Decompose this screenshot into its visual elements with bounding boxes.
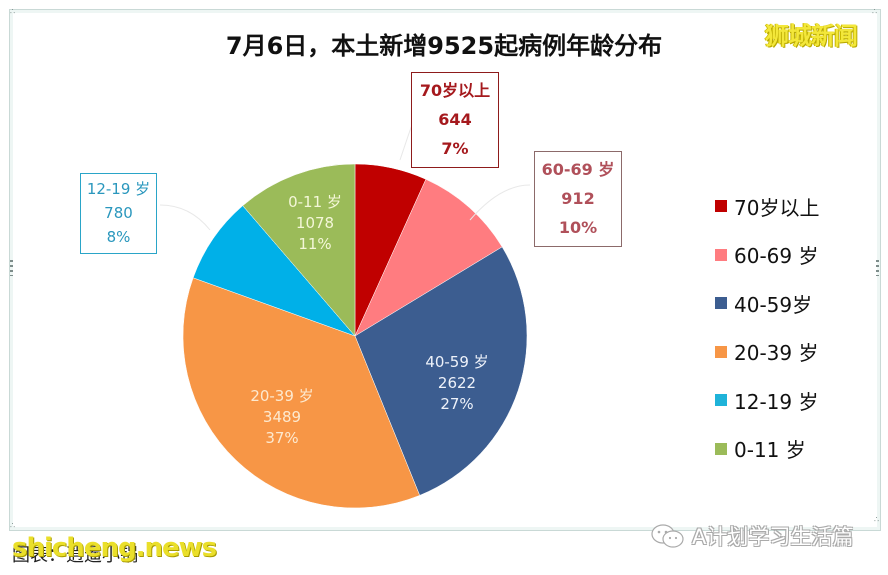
legend-swatch: [715, 248, 727, 261]
slice-label-40-59: 40-59 岁 2622 27%: [412, 352, 502, 415]
resize-handle-left[interactable]: [10, 260, 13, 276]
slice-label-text: 40-59 岁: [425, 353, 489, 371]
resize-handle-right[interactable]: [876, 260, 879, 276]
legend-label: 40-59岁: [734, 292, 813, 317]
account-watermark: A计划学习生活篇: [650, 521, 853, 551]
brand-watermark: 狮城新闻: [765, 22, 858, 50]
slice-label-0-11: 0-11 岁 1078 11%: [270, 192, 360, 255]
legend-label: 70岁以上: [734, 195, 820, 220]
callout-pct: 8%: [106, 228, 131, 246]
legend-swatch: [715, 297, 727, 310]
callout-value: 644: [438, 110, 472, 129]
legend-label: 0-11 岁: [734, 438, 806, 463]
pie-slice: [354, 246, 528, 496]
legend-swatch: [715, 200, 727, 213]
chart-source: 图表：逍遥小锅: [12, 541, 138, 567]
slice-label-pct: 11%: [298, 235, 332, 253]
pie-slice: [242, 163, 356, 337]
slice-label-value: 3489: [262, 408, 302, 426]
callout-pct: 10%: [558, 218, 598, 237]
legend-label: 60-69 岁: [734, 244, 819, 269]
legend-item-12-19: 12-19 岁: [715, 376, 819, 425]
account-name: A计划学习生活篇: [692, 525, 854, 549]
legend-swatch: [715, 345, 727, 358]
legend-item-20-39: 20-39 岁: [715, 328, 819, 377]
callout-value: 912: [561, 189, 595, 208]
legend-label: 12-19 岁: [734, 389, 819, 414]
callout-value: 780: [104, 204, 133, 222]
legend-item-70-plus: 70岁以上: [715, 182, 819, 231]
callout-12-19: 12-19 岁 780 8%: [80, 173, 157, 254]
legend-item-40-59: 40-59岁: [715, 279, 819, 328]
pie-slices: [182, 163, 528, 509]
slice-label-pct: 27%: [440, 395, 474, 413]
pie-slice: [354, 178, 503, 337]
callout-pct: 7%: [441, 139, 469, 158]
legend-swatch: [715, 394, 727, 407]
legend-item-0-11: 0-11 岁: [715, 425, 819, 474]
chart-frame: [9, 9, 881, 531]
slice-label-value: 2622: [437, 374, 477, 392]
resize-handle-top-left[interactable]: ∴: [10, 7, 16, 16]
site-watermark: shicheng.news: [12, 533, 217, 563]
callout-60-69: 60-69 岁 912 10%: [534, 151, 622, 247]
slice-label-value: 1078: [295, 214, 335, 232]
chart-legend: 70岁以上 60-69 岁 40-59岁 20-39 岁 12-19 岁 0-1…: [715, 182, 819, 473]
slice-label-pct: 37%: [265, 429, 299, 447]
callout-70-plus: 70岁以上 644 7%: [411, 72, 499, 168]
pie-slice: [182, 277, 421, 509]
callout-label: 12-19 岁: [86, 180, 151, 198]
slice-label-text: 0-11 岁: [288, 193, 342, 211]
resize-handle-bottom-right[interactable]: ∴: [874, 515, 880, 524]
pie-slice: [192, 205, 356, 337]
source-label: 图表：: [12, 545, 66, 566]
legend-item-60-69: 60-69 岁: [715, 231, 819, 280]
callout-label: 60-69 岁: [541, 160, 615, 179]
legend-swatch: [715, 442, 727, 455]
chart-title: 7月6日，本土新增9525起病例年龄分布: [225, 32, 663, 60]
source-text: 逍遥小锅: [66, 545, 138, 566]
slice-label-20-39: 20-39 岁 3489 37%: [237, 386, 327, 449]
legend-label: 20-39 岁: [734, 341, 819, 366]
resize-handle-top-right[interactable]: ∴: [872, 7, 878, 16]
slice-label-text: 20-39 岁: [250, 387, 314, 405]
resize-handle-bottom-left[interactable]: ∴: [10, 521, 16, 530]
callout-label: 70岁以上: [419, 81, 491, 100]
wechat-icon: [650, 523, 686, 549]
